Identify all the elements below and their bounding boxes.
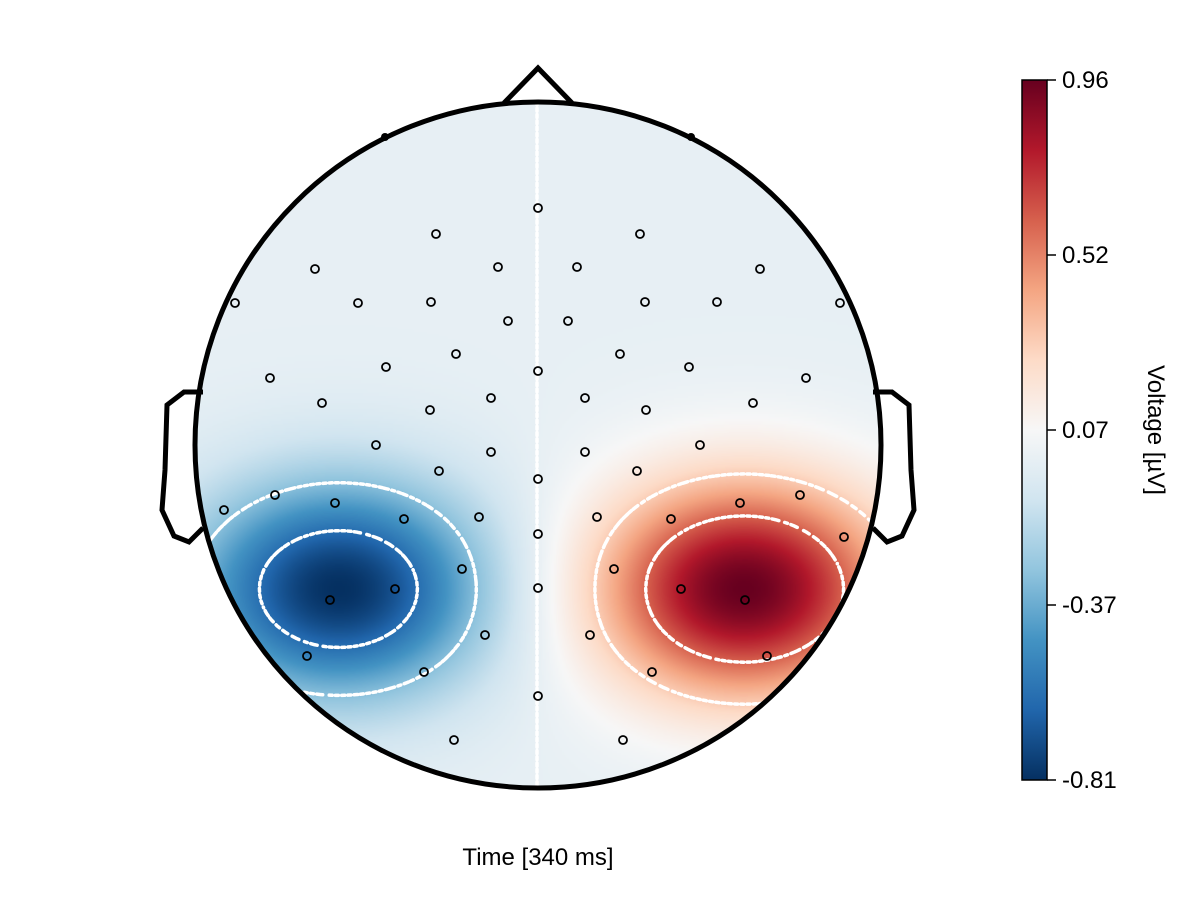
electrode-marker [801, 373, 811, 383]
right-ear-outline [871, 389, 917, 545]
electrode-marker [480, 630, 490, 640]
colorbar: 0.96 0.52 0.07 -0.37 -0.81 Voltage [µV] [1021, 67, 1169, 794]
electrode-marker [580, 447, 590, 457]
colorbar-tick-label: 0.52 [1062, 242, 1109, 269]
electrode-marker [371, 440, 381, 450]
electrode-marker [572, 262, 582, 272]
electrode-marker [493, 262, 503, 272]
fiducial-left-marker [381, 133, 389, 141]
electrode-marker [486, 393, 496, 403]
electrode-marker [426, 297, 436, 307]
electrode-marker [353, 298, 363, 308]
electrode-marker [666, 514, 676, 524]
electrode-marker [592, 512, 602, 522]
electrode-marker [735, 498, 745, 508]
electrode-marker [474, 512, 484, 522]
electrode-marker [317, 398, 327, 408]
contour-lines [195, 102, 881, 788]
electrode-marker [762, 651, 772, 661]
colorbar-tick-label: 0.07 [1062, 417, 1109, 444]
electrode-marker [302, 651, 312, 661]
electrode-marker [563, 316, 573, 326]
electrode-marker [310, 264, 320, 274]
contour-line [257, 528, 420, 650]
electrode-marker [390, 584, 400, 594]
colorbar-fill [1021, 79, 1048, 781]
electrode-markers [219, 203, 849, 745]
electrode-marker [580, 393, 590, 403]
electrode-marker [449, 735, 459, 745]
electrode-marker [618, 735, 628, 745]
colorbar-title: Voltage [µV] [1142, 365, 1169, 495]
electrode-marker [419, 667, 429, 677]
electrode-marker [533, 691, 543, 701]
electrode-marker [676, 584, 686, 594]
electrode-marker [431, 229, 441, 239]
electrode-marker [325, 595, 335, 605]
electrode-marker [640, 297, 650, 307]
electrode-marker [647, 667, 657, 677]
electrode-marker [695, 440, 705, 450]
electrode-marker [839, 532, 849, 542]
colorbar-tick-label: -0.37 [1062, 592, 1117, 619]
electrode-marker [632, 466, 642, 476]
electrode-marker [533, 529, 543, 539]
electrode-marker [219, 505, 229, 515]
left-ear-outline [159, 389, 205, 545]
electrode-marker [381, 362, 391, 372]
electrode-marker [635, 229, 645, 239]
electrode-marker [835, 298, 845, 308]
electrode-marker [230, 298, 240, 308]
electrode-marker [434, 466, 444, 476]
electrode-marker [615, 349, 625, 359]
electrode-marker [748, 398, 758, 408]
electrode-marker [533, 366, 543, 376]
electrode-marker [712, 297, 722, 307]
nose-outline [502, 64, 574, 105]
electrode-marker [795, 490, 805, 500]
electrode-marker [265, 373, 275, 383]
electrode-marker [533, 203, 543, 213]
electrode-marker [533, 583, 543, 593]
electrode-marker [684, 362, 694, 372]
electrode-marker [270, 490, 280, 500]
head-outline [159, 64, 917, 791]
electrode-marker [399, 514, 409, 524]
electrode-marker [503, 316, 513, 326]
electrode-marker [755, 264, 765, 274]
electrode-marker [330, 498, 340, 508]
electrode-marker [457, 564, 467, 574]
electrode-marker [425, 405, 435, 415]
electrode-marker [533, 474, 543, 484]
x-axis-label: Time [340 ms] [462, 844, 613, 871]
head-circle [192, 99, 884, 791]
electrode-marker [609, 564, 619, 574]
colorbar-tick-label: 0.96 [1062, 67, 1109, 94]
electrode-marker [585, 630, 595, 640]
fiducial-right-marker [687, 133, 695, 141]
colorbar-ticks [1047, 79, 1056, 781]
electrode-marker [486, 447, 496, 457]
electrode-marker [641, 405, 651, 415]
electrode-marker [740, 595, 750, 605]
colorbar-tick-label: -0.81 [1062, 767, 1117, 794]
electrode-marker [451, 349, 461, 359]
